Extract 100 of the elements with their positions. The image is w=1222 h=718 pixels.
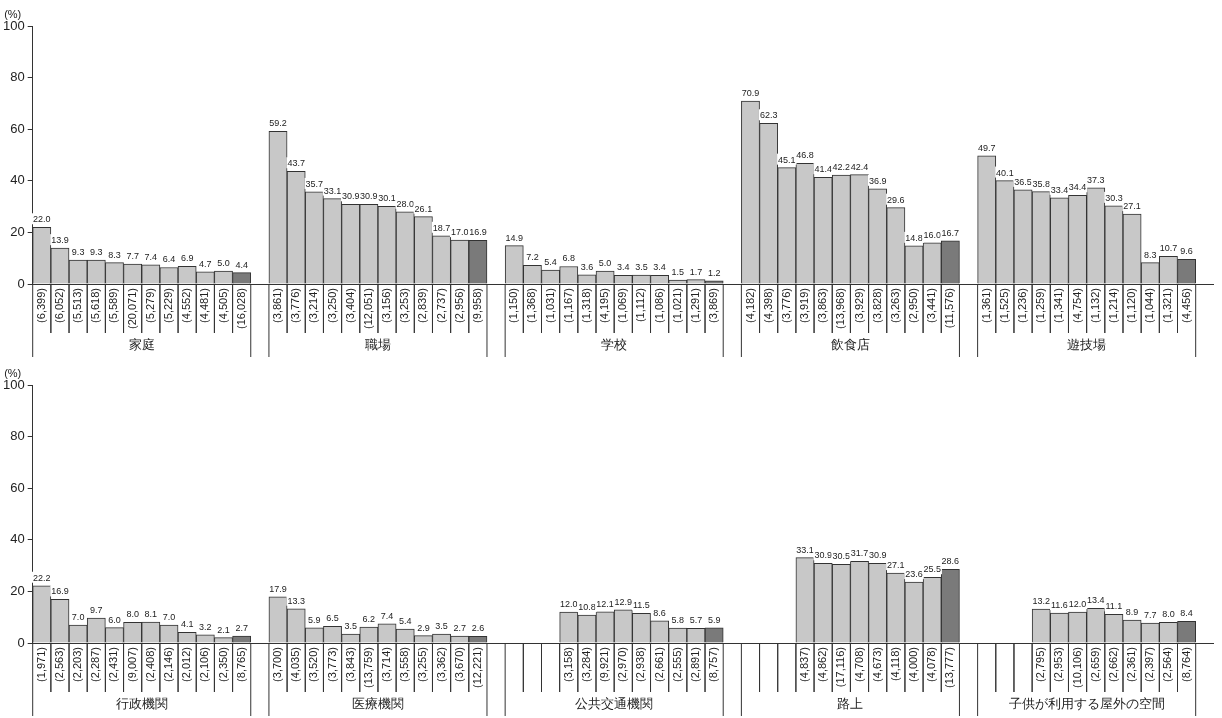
data-label: 27.1 bbox=[1123, 201, 1141, 212]
x-tick-label: (8,757) bbox=[707, 647, 720, 682]
data-label: 10.8 bbox=[578, 602, 596, 613]
x-tick-label: (2,662) bbox=[1106, 647, 1119, 682]
x-tick-label: (2,350) bbox=[216, 647, 229, 682]
data-label: 3.5 bbox=[435, 620, 448, 631]
x-tick-label: (4,078) bbox=[925, 647, 938, 682]
x-tick-label: (3,156) bbox=[380, 288, 393, 323]
x-tick-label: (3,776) bbox=[779, 288, 792, 323]
x-tick-label: (9,921) bbox=[598, 647, 611, 682]
x-tick-label: (4,673) bbox=[870, 647, 883, 682]
x-tick-label: (4,182) bbox=[743, 288, 756, 323]
x-tick-label: (2,661) bbox=[652, 647, 665, 682]
x-tick-label: (1,044) bbox=[1143, 288, 1156, 323]
x-tick-label: (2,795) bbox=[1034, 647, 1047, 682]
x-tick-label: (4,505) bbox=[216, 288, 229, 323]
data-label: 27.1 bbox=[887, 560, 905, 571]
text: 飲食店 bbox=[830, 336, 870, 352]
x-tick-label: (4,118) bbox=[888, 647, 901, 682]
x-tick-label: (10,106) bbox=[1070, 647, 1083, 689]
data-label: 1.2 bbox=[707, 267, 721, 278]
x-tick-label: (4,837) bbox=[798, 647, 811, 682]
data-label: 1.5 bbox=[671, 267, 685, 278]
data-label: 7.4 bbox=[380, 610, 394, 621]
x-tick-label: (1,525) bbox=[997, 288, 1010, 323]
y-tick-label: 80 bbox=[10, 428, 25, 444]
data-label: 8.1 bbox=[144, 609, 158, 620]
x-tick-label: (1,368) bbox=[525, 288, 538, 323]
x-tick-label: (3,863) bbox=[816, 288, 829, 323]
data-label: 30.3 bbox=[1105, 192, 1123, 203]
data-label: 62.3 bbox=[759, 110, 778, 121]
data-label: 16.7 bbox=[941, 227, 960, 238]
data-label: 43.7 bbox=[287, 158, 305, 169]
x-tick-label: (3,255) bbox=[416, 647, 429, 682]
x-tick-label: (1,031) bbox=[543, 288, 556, 323]
data-label: 42.4 bbox=[850, 161, 869, 172]
x-tick-label: (6,399) bbox=[34, 288, 47, 323]
text: 子供が利用する屋外の空間 bbox=[1008, 695, 1165, 711]
data-label: 4.1 bbox=[180, 619, 194, 630]
x-tick-label: (11,576) bbox=[943, 288, 956, 329]
data-label: 45.1 bbox=[778, 154, 796, 165]
data-label: 42.2 bbox=[832, 162, 851, 173]
x-tick-label: (13,759) bbox=[361, 647, 374, 689]
data-label: 5.7 bbox=[689, 615, 703, 626]
x-tick-label: (1,341) bbox=[1052, 288, 1065, 323]
data-label: 28.6 bbox=[941, 556, 960, 567]
data-label: 30.9 bbox=[360, 191, 378, 202]
data-label: 33.4 bbox=[1050, 184, 1069, 195]
x-tick-label: (2,564) bbox=[1161, 647, 1174, 682]
data-label: 9.7 bbox=[90, 604, 103, 615]
x-tick-label: (3,714) bbox=[380, 647, 393, 682]
y-tick-label: 0 bbox=[17, 275, 25, 291]
x-tick-label: (3,773) bbox=[325, 647, 338, 682]
x-tick-label: (2,970) bbox=[616, 647, 629, 682]
x-tick-label: (2,203) bbox=[71, 647, 84, 682]
data-label: 3.5 bbox=[635, 261, 648, 272]
x-tick-label: (2,146) bbox=[162, 647, 175, 682]
data-label: 31.7 bbox=[850, 548, 869, 559]
x-tick-label: (5,279) bbox=[143, 288, 156, 323]
x-tick-label: (8,764) bbox=[1179, 647, 1192, 682]
data-label: 8.0 bbox=[126, 609, 139, 620]
data-label: 14.9 bbox=[505, 232, 524, 243]
x-tick-label: (3,861) bbox=[271, 288, 284, 323]
x-tick-label: (3,520) bbox=[307, 647, 320, 682]
y-tick-label: 60 bbox=[10, 479, 25, 495]
x-tick-label: (8,765) bbox=[234, 647, 247, 682]
data-label: 7.7 bbox=[1144, 610, 1157, 621]
x-tick-label: (12,221) bbox=[470, 647, 483, 689]
x-tick-label: (12,051) bbox=[361, 288, 374, 330]
data-label: 30.9 bbox=[868, 550, 887, 561]
data-label: 8.0 bbox=[1162, 609, 1175, 620]
data-label: 16.9 bbox=[469, 227, 487, 238]
text: 路上 bbox=[837, 695, 864, 711]
y-axis-title: (%) bbox=[4, 366, 22, 379]
data-label: 10.7 bbox=[1159, 243, 1178, 254]
x-tick-label: (1,150) bbox=[507, 288, 520, 323]
data-label: 7.0 bbox=[71, 611, 85, 622]
x-tick-label: (5,618) bbox=[89, 288, 102, 323]
data-label: 5.4 bbox=[544, 257, 557, 268]
data-label: 3.6 bbox=[580, 261, 594, 272]
data-label: 35.8 bbox=[1032, 178, 1050, 189]
data-label: 6.4 bbox=[162, 254, 176, 265]
x-tick-label: (1,259) bbox=[1034, 288, 1047, 323]
x-tick-label: (1,236) bbox=[1016, 288, 1029, 323]
x-tick-label: (2,563) bbox=[52, 647, 65, 682]
x-tick-label: (5,229) bbox=[162, 288, 175, 323]
x-tick-label: (3,362) bbox=[434, 647, 447, 682]
x-tick-label: (2,839) bbox=[416, 288, 429, 323]
x-tick-label: (2,938) bbox=[634, 647, 647, 682]
x-tick-label: (3,869) bbox=[707, 288, 720, 323]
data-label: 13.2 bbox=[1032, 595, 1050, 606]
data-label: 5.0 bbox=[217, 258, 230, 269]
x-tick-label: (13,777) bbox=[943, 647, 956, 689]
x-tick-label: (3,214) bbox=[307, 288, 320, 323]
y-tick-label: 20 bbox=[10, 224, 25, 239]
data-label: 30.9 bbox=[341, 191, 360, 202]
data-label: 2.7 bbox=[235, 623, 248, 634]
data-label: 2.6 bbox=[471, 623, 485, 634]
data-label: 30.9 bbox=[814, 550, 832, 561]
data-label: 13.9 bbox=[51, 235, 69, 246]
